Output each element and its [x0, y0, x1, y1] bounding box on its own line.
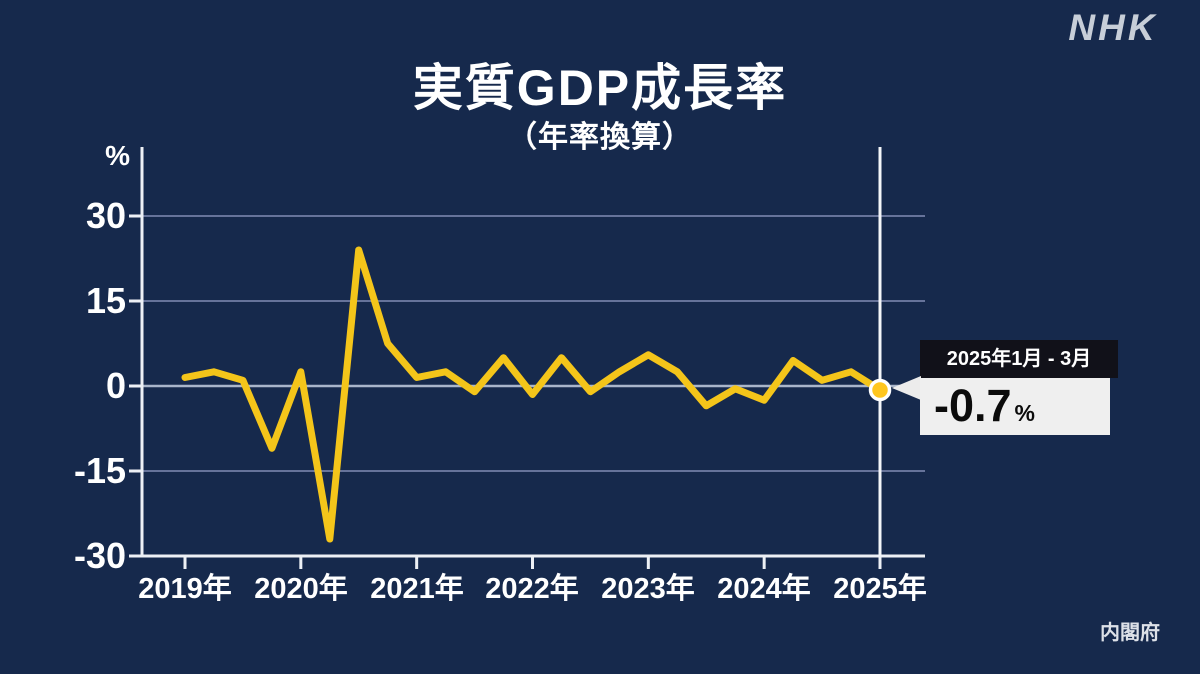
nhk-logo: NHK — [1068, 7, 1158, 48]
y-tick-label: -30 — [73, 535, 126, 576]
y-tick-label: 15 — [85, 280, 126, 321]
callout-period: 2025年1月 - 3月 — [920, 340, 1118, 378]
y-tick-label: 0 — [105, 365, 126, 406]
chart-subtitle: （年率換算） — [507, 121, 693, 154]
gdp-line — [181, 246, 884, 543]
current-value-dot — [868, 378, 892, 402]
y-tick-label: 30 — [85, 195, 126, 236]
callout-value: -0.7 — [934, 380, 1012, 431]
x-tick-label: 2021年 — [370, 573, 464, 605]
callout-arrow — [892, 376, 921, 400]
chart-title: 実質GDP成長率 — [412, 60, 788, 116]
callout-unit: % — [1014, 400, 1035, 426]
x-tick-label: 2023年 — [601, 573, 695, 605]
x-tick-label: 2020年 — [254, 573, 348, 605]
callout-value-box: -0.7 % — [920, 378, 1110, 435]
source-credit: 内閣府 — [1100, 622, 1160, 644]
y-axis-unit-label: % — [105, 140, 130, 171]
x-tick-label: 2025年 — [833, 573, 927, 605]
x-tick-label: 2024年 — [717, 573, 811, 605]
y-tick-label: -15 — [73, 450, 126, 491]
x-tick-label: 2019年 — [138, 573, 232, 605]
x-tick-label: 2022年 — [485, 573, 579, 605]
